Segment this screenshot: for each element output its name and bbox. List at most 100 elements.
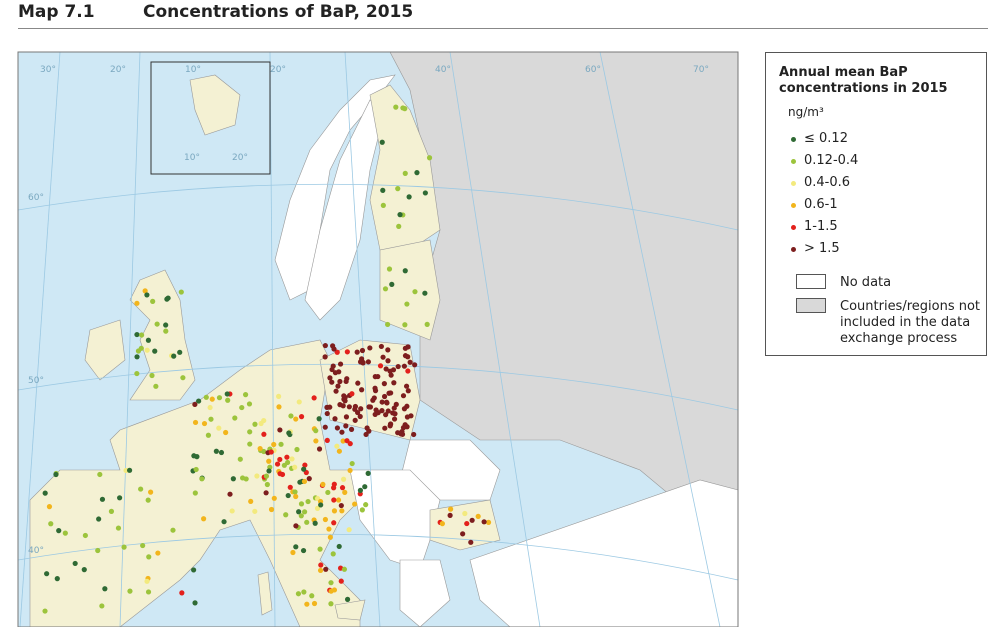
turkey <box>469 479 739 627</box>
legend-dot <box>791 181 796 186</box>
station-dot <box>363 502 369 508</box>
station-dot <box>422 190 428 196</box>
station-dot <box>313 438 319 444</box>
station-dot <box>411 431 417 438</box>
station-dot <box>331 508 338 514</box>
station-dot <box>381 381 387 387</box>
station-dot <box>328 601 334 607</box>
station-dot <box>375 410 381 416</box>
station-dot <box>334 443 340 449</box>
station-dot <box>117 495 123 501</box>
station-dot <box>341 566 348 572</box>
station-dot <box>387 368 393 374</box>
station-dot <box>134 331 140 338</box>
station-dot <box>284 454 290 460</box>
station-dot <box>274 461 281 467</box>
station-dot <box>334 349 340 355</box>
station-dot <box>380 187 386 193</box>
station-dot <box>152 348 158 354</box>
station-dot <box>385 321 391 328</box>
station-dot <box>359 507 365 513</box>
station-dot <box>481 519 487 525</box>
station-dot <box>317 546 323 552</box>
station-dot <box>324 437 330 444</box>
station-dot <box>336 448 342 454</box>
station-dot <box>193 466 199 473</box>
station-dot <box>296 509 302 515</box>
graticule <box>17 51 739 627</box>
station-dot <box>402 268 408 274</box>
legend-label: 0.12-0.4 <box>804 153 859 168</box>
station-dot <box>224 391 230 397</box>
station-dot <box>359 387 365 393</box>
graticule-line <box>269 51 276 627</box>
station-dot <box>366 404 372 410</box>
station-dot <box>95 547 101 554</box>
station-dot <box>386 266 393 272</box>
station-dot <box>385 358 391 364</box>
station-dot <box>330 363 336 369</box>
station-dot <box>292 489 298 495</box>
station-dot <box>402 345 408 351</box>
station-dot <box>424 321 430 327</box>
station-dot <box>344 596 351 602</box>
not-included-swatch <box>796 298 826 313</box>
graticule-line <box>449 51 541 627</box>
station-dot <box>239 475 246 481</box>
station-dot <box>277 456 283 463</box>
station-dot <box>391 380 397 386</box>
legend-dot <box>791 247 796 252</box>
station-dot <box>404 301 410 307</box>
station-dot <box>400 393 407 399</box>
station-dot <box>392 411 398 417</box>
station-dot <box>230 476 236 482</box>
station-dot <box>271 441 277 448</box>
station-dot <box>334 425 341 431</box>
station-dot <box>199 476 205 482</box>
legend-item: 0.12-0.4 <box>791 153 859 168</box>
station-dot <box>347 441 353 447</box>
station-dot <box>393 104 399 110</box>
station-dot <box>412 362 418 368</box>
station-dot <box>331 497 337 503</box>
station-dot <box>332 416 338 422</box>
station-dot <box>322 516 329 523</box>
station-dot <box>295 591 302 597</box>
baltics <box>379 239 441 341</box>
station-dot <box>352 417 358 423</box>
station-dot <box>177 349 183 355</box>
station-dot <box>365 359 371 365</box>
station-dot <box>311 600 318 607</box>
station-dot <box>135 348 142 354</box>
station-dot <box>346 404 352 410</box>
station-dot <box>42 608 48 614</box>
station-dot <box>294 446 300 453</box>
station-dot <box>349 391 355 397</box>
station-dot <box>283 512 289 518</box>
station-dot <box>395 363 401 370</box>
station-dot <box>207 404 213 411</box>
station-dot <box>301 509 308 515</box>
station-dot <box>268 506 275 513</box>
station-dot <box>171 353 177 359</box>
station-dot <box>227 491 233 497</box>
station-dot <box>312 520 318 526</box>
graticule-label: 10° <box>185 65 201 75</box>
station-dot <box>389 281 395 287</box>
finland <box>369 84 441 251</box>
station-dot <box>316 416 322 422</box>
station-dot <box>140 542 146 549</box>
station-dot <box>139 332 145 338</box>
station-dot <box>395 186 401 192</box>
station-dot <box>208 416 214 422</box>
station-dot <box>170 527 176 533</box>
station-dot <box>352 501 358 507</box>
station-dot <box>180 375 186 381</box>
station-dot <box>382 425 388 431</box>
station-dot <box>335 383 341 389</box>
station-dot <box>388 372 394 378</box>
station-dot <box>278 441 284 447</box>
station-dot <box>237 456 243 462</box>
station-dot <box>464 520 470 527</box>
